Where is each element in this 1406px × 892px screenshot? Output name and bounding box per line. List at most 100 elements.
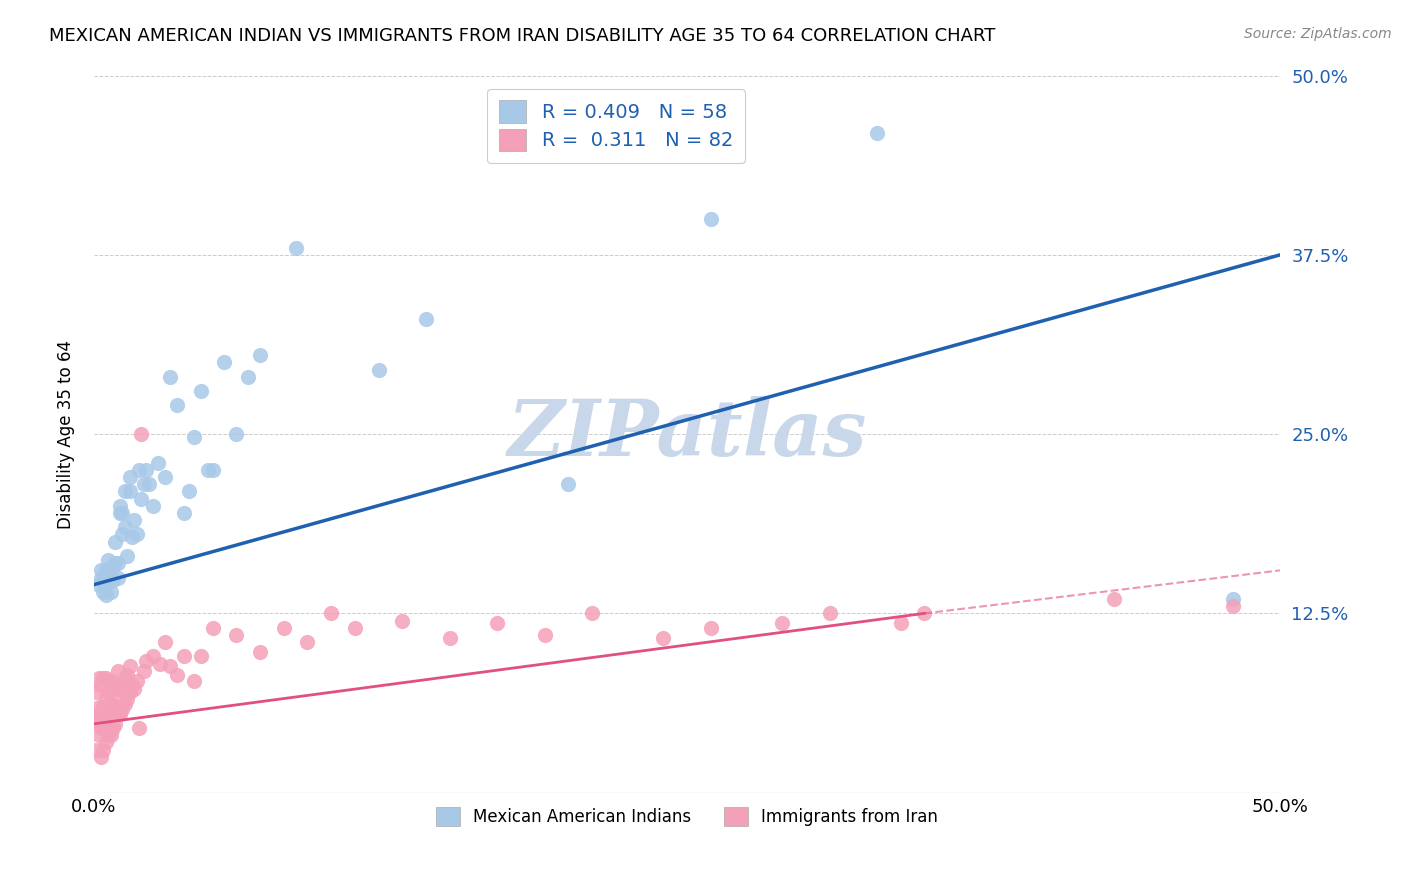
Point — [131, 491, 153, 506]
Point — [111, 527, 134, 541]
Point — [108, 682, 131, 697]
Point — [100, 711, 122, 725]
Point — [100, 567, 122, 582]
Point — [486, 616, 509, 631]
Point — [97, 702, 120, 716]
Point — [128, 721, 150, 735]
Point — [114, 520, 136, 534]
Point — [87, 728, 110, 742]
Point — [90, 563, 112, 577]
Point — [190, 649, 212, 664]
Point — [890, 616, 912, 631]
Point — [367, 362, 389, 376]
Point — [94, 735, 117, 749]
Point — [132, 664, 155, 678]
Point — [818, 607, 841, 621]
Point — [770, 616, 793, 631]
Point — [153, 470, 176, 484]
Point — [214, 355, 236, 369]
Point — [122, 513, 145, 527]
Point — [114, 697, 136, 711]
Point — [104, 556, 127, 570]
Point — [866, 126, 889, 140]
Point — [100, 585, 122, 599]
Point — [94, 588, 117, 602]
Point — [118, 685, 141, 699]
Point — [415, 312, 437, 326]
Point — [97, 574, 120, 588]
Point — [90, 678, 112, 692]
Point — [93, 671, 115, 685]
Point — [121, 530, 143, 544]
Point — [131, 427, 153, 442]
Point — [97, 716, 120, 731]
Point — [94, 692, 117, 706]
Point — [104, 534, 127, 549]
Point — [101, 702, 124, 716]
Point — [107, 664, 129, 678]
Point — [177, 484, 200, 499]
Point — [142, 649, 165, 664]
Point — [343, 621, 366, 635]
Point — [97, 553, 120, 567]
Point — [93, 574, 115, 588]
Point — [101, 721, 124, 735]
Point — [107, 556, 129, 570]
Point — [97, 728, 120, 742]
Point — [121, 678, 143, 692]
Point — [87, 577, 110, 591]
Point — [107, 570, 129, 584]
Point — [93, 585, 115, 599]
Point — [439, 631, 461, 645]
Point — [94, 577, 117, 591]
Point — [93, 699, 115, 714]
Point — [118, 659, 141, 673]
Point — [97, 563, 120, 577]
Point — [115, 668, 138, 682]
Point — [94, 716, 117, 731]
Point — [111, 702, 134, 716]
Point — [108, 499, 131, 513]
Point — [190, 384, 212, 398]
Point — [90, 706, 112, 721]
Point — [104, 699, 127, 714]
Point — [201, 463, 224, 477]
Point — [138, 477, 160, 491]
Point — [87, 671, 110, 685]
Point — [652, 631, 675, 645]
Point — [912, 607, 935, 621]
Point — [173, 649, 195, 664]
Point — [94, 671, 117, 685]
Point — [97, 685, 120, 699]
Point — [122, 682, 145, 697]
Y-axis label: Disability Age 35 to 64: Disability Age 35 to 64 — [58, 340, 75, 529]
Point — [142, 499, 165, 513]
Point — [101, 559, 124, 574]
Point — [249, 348, 271, 362]
Point — [115, 549, 138, 563]
Point — [153, 635, 176, 649]
Point — [273, 621, 295, 635]
Point — [159, 659, 181, 673]
Point — [197, 463, 219, 477]
Point — [159, 369, 181, 384]
Point — [201, 621, 224, 635]
Point — [84, 706, 107, 721]
Point — [391, 614, 413, 628]
Point — [90, 721, 112, 735]
Point — [146, 456, 169, 470]
Point — [249, 645, 271, 659]
Point — [83, 714, 105, 728]
Point — [108, 506, 131, 520]
Point — [93, 742, 115, 756]
Point — [107, 706, 129, 721]
Text: MEXICAN AMERICAN INDIAN VS IMMIGRANTS FROM IRAN DISABILITY AGE 35 TO 64 CORRELAT: MEXICAN AMERICAN INDIAN VS IMMIGRANTS FR… — [49, 27, 995, 45]
Point — [238, 369, 260, 384]
Legend: Mexican American Indians, Immigrants from Iran: Mexican American Indians, Immigrants fro… — [427, 798, 946, 835]
Point — [87, 699, 110, 714]
Point — [149, 657, 172, 671]
Point — [101, 682, 124, 697]
Point — [108, 706, 131, 721]
Point — [321, 607, 343, 621]
Point — [111, 506, 134, 520]
